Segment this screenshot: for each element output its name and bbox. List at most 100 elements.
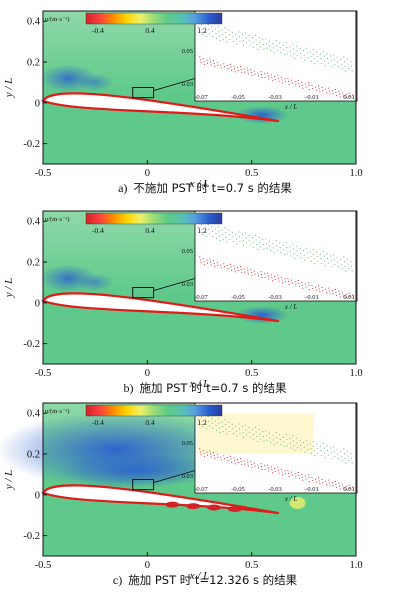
- inset-particle: [216, 429, 218, 431]
- inset-particle: [283, 249, 285, 251]
- figure-panel-2: 0.070.050.03-0.07-0.05-0.03-0.010.01x / …: [0, 200, 410, 400]
- inset-particle: [199, 448, 201, 450]
- colorbar: [85, 404, 223, 417]
- inset-particle: [334, 88, 336, 91]
- panel-plot-svg: 0.070.050.03-0.07-0.05-0.03-0.010.01x / …: [3, 10, 363, 190]
- inset-particle: [287, 469, 289, 472]
- inset-particle: [330, 60, 332, 62]
- inset-particle: [219, 427, 221, 429]
- inset-particle: [344, 65, 346, 68]
- inset-particle: [352, 97, 354, 99]
- inset-particle: [248, 35, 250, 37]
- inset-particle: [309, 251, 311, 253]
- inset-particle: [274, 78, 276, 81]
- inset-particle: [231, 423, 233, 425]
- inset-particle: [327, 57, 329, 60]
- inset-particle: [310, 448, 312, 450]
- inset-particle: [216, 453, 218, 455]
- x-tick-label: 1.0: [349, 368, 362, 379]
- inset-particle: [339, 485, 341, 487]
- inset-particle: [317, 452, 319, 454]
- inset-particle: [240, 65, 242, 67]
- inset-particle: [339, 488, 341, 490]
- inset-particle: [260, 271, 262, 273]
- inset-particle: [241, 33, 243, 35]
- inset-particle: [273, 444, 275, 446]
- inset-particle: [299, 439, 301, 442]
- inset-particle: [324, 260, 326, 262]
- inset-particle: [204, 455, 206, 457]
- inset-particle: [273, 47, 275, 49]
- inset-particle: [297, 55, 299, 57]
- y-tick-label: 0.4: [27, 217, 41, 228]
- inset-particle: [201, 228, 203, 231]
- inset-particle: [321, 62, 323, 64]
- inset-particle: [243, 68, 245, 70]
- inset-particle: [318, 285, 320, 287]
- inset-particle: [301, 473, 303, 475]
- inset-particle: [220, 67, 222, 69]
- inset-particle: [334, 263, 336, 266]
- inset-particle: [291, 279, 293, 281]
- inset-particle: [234, 71, 236, 73]
- inset-particle: [236, 435, 238, 437]
- inset-particle: [301, 81, 303, 83]
- inset-particle: [335, 91, 337, 94]
- inset-particle: [274, 278, 276, 281]
- inset-particle: [327, 262, 329, 264]
- inset-particle: [347, 263, 349, 265]
- inset-particle: [226, 456, 228, 459]
- inset-particle: [202, 425, 204, 427]
- inset-particle: [257, 464, 259, 466]
- colorbar-title: u/(m·s⁻¹): [45, 16, 70, 23]
- inset-particle: [199, 59, 201, 61]
- colorbar-tick-label: -0.4: [92, 26, 104, 35]
- inset-particle: [207, 24, 209, 26]
- inset-particle: [260, 71, 262, 73]
- inset-particle: [279, 434, 281, 436]
- inset-particle: [300, 449, 302, 451]
- inset-particle: [253, 462, 255, 464]
- inset-particle: [282, 82, 284, 84]
- inset-particle: [238, 36, 240, 38]
- colorbar-tick-label: 1.2: [197, 226, 207, 235]
- inset-particle: [276, 441, 278, 443]
- inset-particle: [232, 428, 234, 430]
- inset-particle: [309, 51, 311, 53]
- inset-particle: [312, 287, 314, 289]
- inset-particle: [312, 87, 314, 89]
- inset-particle: [289, 438, 291, 440]
- inset-particle: [272, 242, 274, 244]
- inset-particle: [213, 260, 215, 262]
- airfoil: [41, 292, 279, 323]
- inset-particle: [313, 258, 315, 260]
- inset-particle: [229, 238, 231, 241]
- inset-particle: [255, 39, 257, 41]
- inset-particle: [345, 462, 347, 464]
- inset-particle: [265, 43, 267, 45]
- inset-particle: [198, 231, 200, 233]
- inset-particle: [295, 284, 297, 286]
- inset-particle: [293, 52, 295, 55]
- inset-particle: [228, 29, 230, 31]
- inset-particle: [221, 29, 223, 31]
- inset-particle: [309, 289, 311, 291]
- inset-particle: [241, 233, 243, 235]
- inset-particle: [331, 66, 333, 68]
- axes-frame: [42, 210, 357, 365]
- inset-particle: [304, 259, 306, 261]
- inset-particle: [261, 274, 263, 276]
- inset-particle: [201, 28, 203, 31]
- y-tick-label: 0.4: [27, 17, 41, 28]
- inset-particle: [348, 68, 350, 70]
- inset-particle: [265, 243, 267, 245]
- inset-particle: [346, 489, 348, 491]
- inset-particle: [352, 489, 354, 491]
- inset-particle: [339, 96, 341, 98]
- inset-particle: [251, 74, 253, 77]
- inset-particle: [266, 47, 268, 49]
- inset-particle: [326, 53, 328, 55]
- inset-particle: [325, 288, 327, 290]
- inset-x-tick-label: -0.01: [305, 94, 319, 101]
- inset-particle: [275, 40, 277, 42]
